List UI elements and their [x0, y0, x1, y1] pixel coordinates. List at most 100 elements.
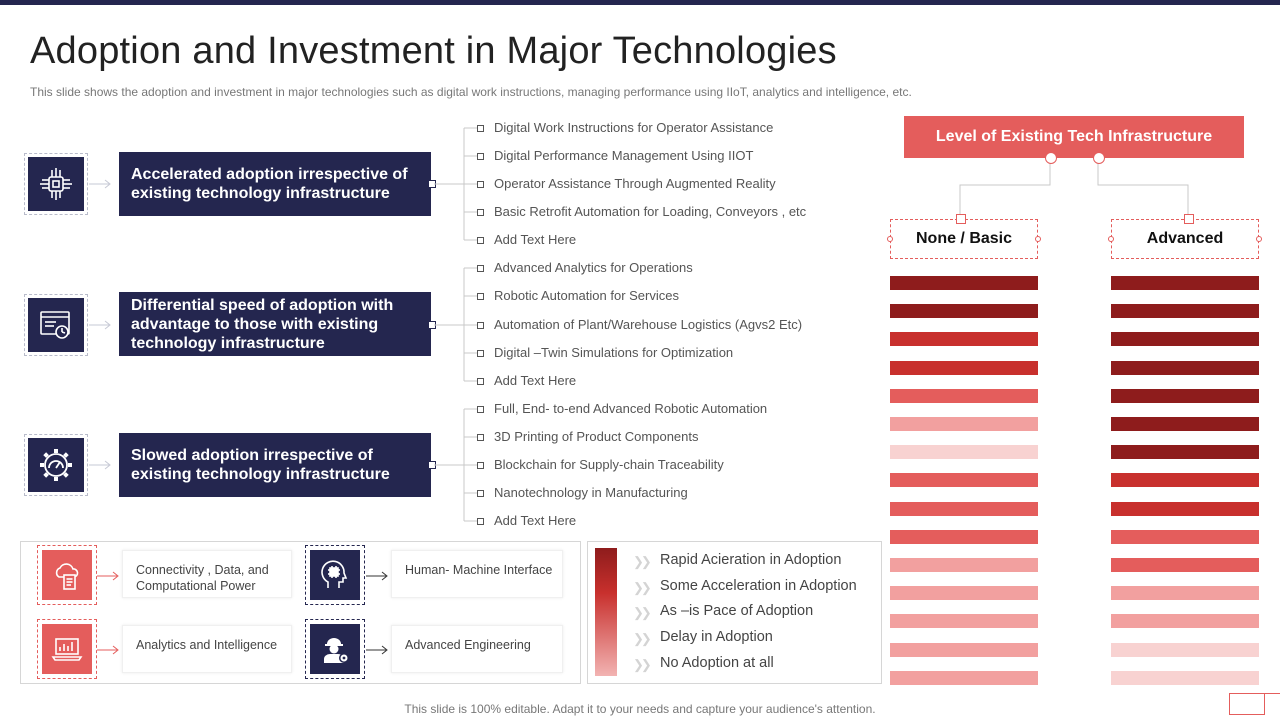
category-icon-frame [24, 294, 88, 356]
level-bar [1111, 360, 1259, 375]
legend-item: Delay in Adoption [660, 629, 773, 645]
list-item: Basic Retrofit Automation for Loading, C… [494, 204, 807, 219]
technologies-panel [20, 541, 581, 684]
column-label: Advanced [1146, 230, 1224, 247]
level-bar [890, 332, 1038, 347]
bullet-marker [477, 378, 484, 385]
level-bar [1111, 417, 1259, 431]
column-label: None / Basic [915, 230, 1013, 247]
level-header: Level of Existing Tech Infrastructure [904, 116, 1244, 158]
level-bar [1111, 586, 1259, 601]
tech-icon-frame [37, 619, 97, 679]
chevron-right-icon: ❯❯ [633, 554, 652, 569]
connector-node [1045, 152, 1057, 164]
level-bar [890, 642, 1038, 657]
tech-label: Human- Machine Interface [405, 563, 553, 577]
list-item: Digital –Twin Simulations for Optimizati… [494, 345, 734, 360]
tech-label: Analytics and Intelligence [136, 638, 278, 652]
level-bar [890, 501, 1038, 516]
level-bar [1111, 670, 1259, 685]
list-item: Digital Work Instructions for Operator A… [494, 120, 774, 135]
level-bar [890, 417, 1038, 431]
bullet-marker [477, 237, 484, 244]
column-header-advanced: Advanced [1111, 219, 1259, 259]
category-label: Differential speed of adoption with adva… [131, 296, 394, 352]
category-slowed: Slowed adoption irrespective of existing… [119, 433, 431, 497]
column-handle [956, 214, 966, 224]
bullet-marker [477, 406, 484, 413]
bullet-marker [477, 322, 484, 329]
level-bar [1111, 529, 1259, 544]
category-accelerated: Accelerated adoption irrespective of exi… [119, 152, 431, 216]
legend-gradient-bar [595, 548, 617, 676]
tech-label-box: Analytics and Intelligence [122, 625, 292, 673]
bullet-marker [477, 350, 484, 357]
level-bar [1111, 332, 1259, 347]
tech-label: Advanced Engineering [405, 638, 531, 652]
column-header-none-basic: None / Basic [890, 219, 1038, 259]
corner-decoration-line [1265, 693, 1280, 694]
list-item: Operator Assistance Through Augmented Re… [494, 176, 776, 191]
list-item: Blockchain for Supply-chain Traceability [494, 457, 724, 472]
chevron-right-icon: ❯❯ [633, 580, 652, 595]
level-bar [890, 558, 1038, 572]
page-title: Adoption and Investment in Major Technol… [30, 30, 837, 72]
level-bar [1111, 473, 1259, 488]
column-side-dot [1035, 236, 1041, 242]
column-handle [1184, 214, 1194, 224]
level-bar [1111, 642, 1259, 657]
level-bar [1111, 304, 1259, 319]
category-icon-frame [24, 153, 88, 215]
bullet-marker [477, 434, 484, 441]
arrow-right-icon [97, 645, 119, 655]
laptop-chart-icon [42, 624, 92, 674]
connector-node [1093, 152, 1105, 164]
browser-timer-icon [28, 298, 84, 352]
bullet-marker [477, 181, 484, 188]
column-side-dot [1108, 236, 1114, 242]
list-item: Nanotechnology in Manufacturing [494, 485, 688, 500]
level-bar [1111, 558, 1259, 572]
top-accent-bar [0, 0, 1280, 5]
footer-note: This slide is 100% editable. Adapt it to… [404, 702, 876, 716]
chip-icon [28, 157, 84, 211]
tech-icon-frame [37, 545, 97, 605]
column-side-dot [1256, 236, 1262, 242]
corner-decoration [1229, 693, 1265, 715]
connector-arrow-icon [89, 179, 111, 189]
list-item: Add Text Here [494, 232, 577, 247]
chevron-right-icon: ❯❯ [633, 657, 652, 672]
tech-label-box: Connectivity , Data, and Computational P… [122, 550, 292, 598]
level-bar [890, 304, 1038, 319]
gear-gauge-icon [28, 438, 84, 492]
category-differential: Differential speed of adoption with adva… [119, 292, 431, 356]
list-item: Automation of Plant/Warehouse Logistics … [494, 317, 803, 332]
tech-icon-frame [305, 545, 365, 605]
tech-label: Connectivity , Data, and Computational P… [136, 563, 269, 593]
bullet-marker [477, 293, 484, 300]
level-bar [890, 529, 1038, 544]
level-header-label: Level of Existing Tech Infrastructure [935, 128, 1213, 145]
bullet-marker [477, 462, 484, 469]
level-bar [890, 388, 1038, 403]
bullet-marker [477, 518, 484, 525]
page-subtitle: This slide shows the adoption and invest… [30, 85, 912, 99]
level-bar [1111, 388, 1259, 403]
list-item: Add Text Here [494, 513, 577, 528]
connector-arrow-icon [89, 460, 111, 470]
list-item: Add Text Here [494, 373, 577, 388]
head-chip-icon [310, 550, 360, 600]
legend-panel [587, 541, 882, 684]
list-item: Advanced Analytics for Operations [494, 260, 693, 275]
level-bar [890, 473, 1038, 488]
tech-label-box: Human- Machine Interface [391, 550, 563, 598]
legend-item: As –is Pace of Adoption [660, 603, 814, 619]
tech-icon-frame [305, 619, 365, 679]
bullet-marker [477, 490, 484, 497]
category-icon-frame [24, 434, 88, 496]
arrow-right-icon [366, 571, 388, 581]
bullet-marker [477, 153, 484, 160]
chevron-right-icon: ❯❯ [633, 605, 652, 620]
level-connectors [959, 157, 1189, 217]
engineer-gear-icon [310, 624, 360, 674]
